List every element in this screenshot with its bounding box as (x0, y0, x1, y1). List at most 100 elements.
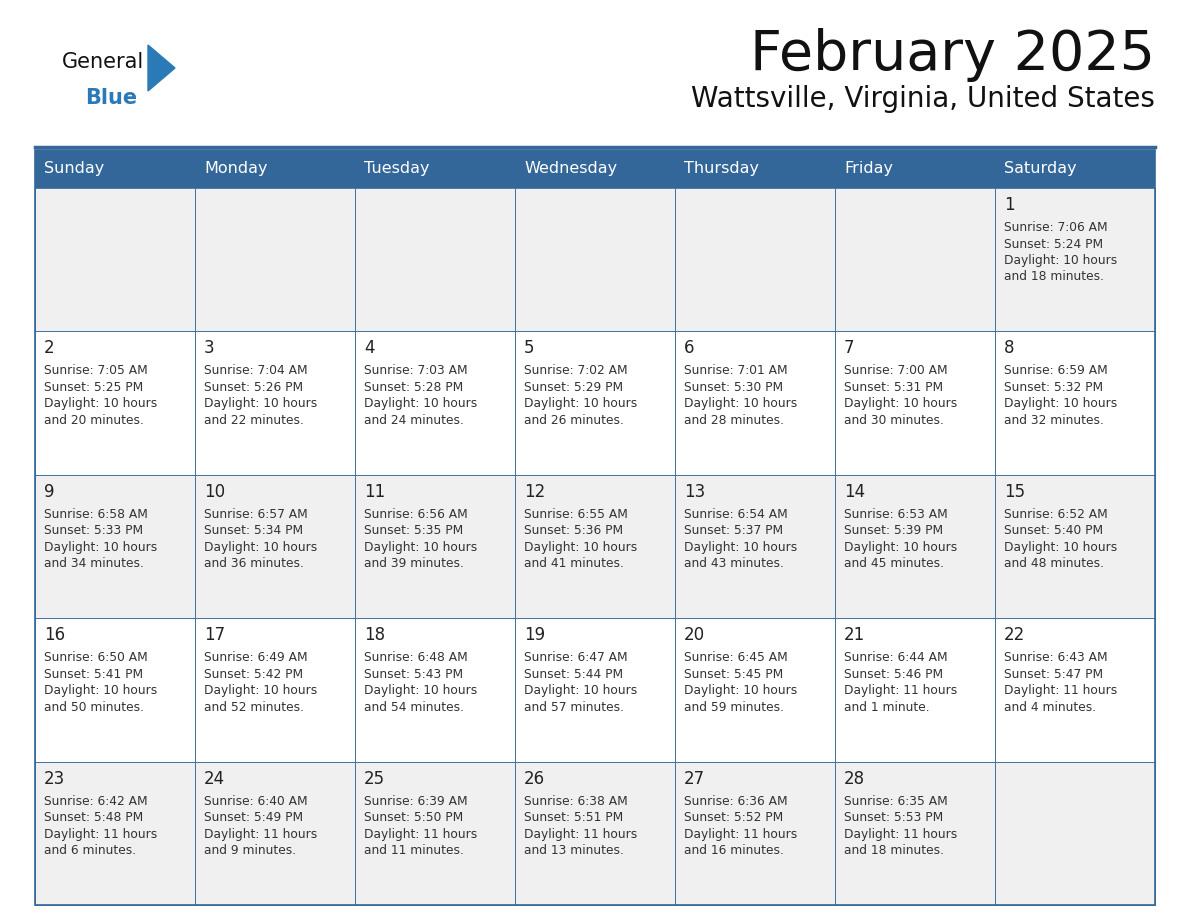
Text: and 24 minutes.: and 24 minutes. (364, 414, 463, 427)
Text: 9: 9 (44, 483, 55, 501)
Text: Sunrise: 7:02 AM: Sunrise: 7:02 AM (524, 364, 627, 377)
Text: Daylight: 11 hours: Daylight: 11 hours (364, 828, 478, 841)
Text: Sunrise: 7:04 AM: Sunrise: 7:04 AM (204, 364, 308, 377)
Text: 4: 4 (364, 340, 374, 357)
Bar (835, 188, 996, 331)
Text: 18: 18 (364, 626, 385, 644)
Bar (675, 188, 835, 331)
Text: and 59 minutes.: and 59 minutes. (684, 700, 784, 713)
Text: 21: 21 (843, 626, 865, 644)
Text: Sunset: 5:51 PM: Sunset: 5:51 PM (524, 812, 624, 824)
Text: Sunrise: 7:00 AM: Sunrise: 7:00 AM (843, 364, 948, 377)
Text: Sunrise: 6:36 AM: Sunrise: 6:36 AM (684, 795, 788, 808)
Text: Sunrise: 6:44 AM: Sunrise: 6:44 AM (843, 651, 948, 665)
Text: Tuesday: Tuesday (364, 162, 430, 176)
Bar (835, 475, 996, 618)
Text: Daylight: 10 hours: Daylight: 10 hours (44, 397, 157, 410)
Text: Saturday: Saturday (1004, 162, 1076, 176)
Bar (516, 618, 675, 762)
Text: Daylight: 10 hours: Daylight: 10 hours (1004, 541, 1117, 554)
Text: and 48 minutes.: and 48 minutes. (1004, 557, 1104, 570)
Text: Daylight: 10 hours: Daylight: 10 hours (843, 397, 958, 410)
Bar (996, 762, 1155, 905)
Text: and 34 minutes.: and 34 minutes. (44, 557, 144, 570)
Text: Sunrise: 6:43 AM: Sunrise: 6:43 AM (1004, 651, 1107, 665)
Text: and 41 minutes.: and 41 minutes. (524, 557, 624, 570)
Text: 13: 13 (684, 483, 706, 501)
Text: 28: 28 (843, 769, 865, 788)
Bar (34, 150, 1155, 905)
Text: and 43 minutes.: and 43 minutes. (684, 557, 784, 570)
Text: 3: 3 (204, 340, 215, 357)
Text: 11: 11 (364, 483, 385, 501)
Bar (195, 188, 355, 331)
Text: Daylight: 11 hours: Daylight: 11 hours (684, 828, 797, 841)
Bar (34, 188, 195, 331)
Text: 19: 19 (524, 626, 545, 644)
Text: Sunrise: 6:54 AM: Sunrise: 6:54 AM (684, 508, 788, 521)
Text: 26: 26 (524, 769, 545, 788)
Bar (34, 762, 195, 905)
Text: Sunset: 5:29 PM: Sunset: 5:29 PM (524, 381, 624, 394)
Bar (34, 150, 195, 188)
Bar (516, 475, 675, 618)
Bar (516, 188, 675, 331)
Text: Sunrise: 6:59 AM: Sunrise: 6:59 AM (1004, 364, 1107, 377)
Text: Sunset: 5:47 PM: Sunset: 5:47 PM (1004, 667, 1104, 681)
Text: Sunset: 5:32 PM: Sunset: 5:32 PM (1004, 381, 1104, 394)
Text: and 36 minutes.: and 36 minutes. (204, 557, 304, 570)
Text: Thursday: Thursday (684, 162, 759, 176)
Text: Sunrise: 6:38 AM: Sunrise: 6:38 AM (524, 795, 627, 808)
Text: Sunrise: 6:35 AM: Sunrise: 6:35 AM (843, 795, 948, 808)
Text: 25: 25 (364, 769, 385, 788)
Text: Sunset: 5:43 PM: Sunset: 5:43 PM (364, 667, 463, 681)
Text: Sunrise: 7:05 AM: Sunrise: 7:05 AM (44, 364, 147, 377)
Text: Sunset: 5:46 PM: Sunset: 5:46 PM (843, 667, 943, 681)
Text: 2: 2 (44, 340, 55, 357)
Text: and 26 minutes.: and 26 minutes. (524, 414, 624, 427)
Text: Daylight: 10 hours: Daylight: 10 hours (1004, 254, 1117, 267)
Bar (34, 475, 195, 618)
Text: Sunset: 5:31 PM: Sunset: 5:31 PM (843, 381, 943, 394)
Bar (34, 331, 195, 475)
Text: and 18 minutes.: and 18 minutes. (843, 844, 944, 857)
Text: Sunrise: 6:56 AM: Sunrise: 6:56 AM (364, 508, 468, 521)
Text: Sunset: 5:45 PM: Sunset: 5:45 PM (684, 667, 783, 681)
Text: Sunrise: 6:53 AM: Sunrise: 6:53 AM (843, 508, 948, 521)
Text: and 6 minutes.: and 6 minutes. (44, 844, 137, 857)
Text: Blue: Blue (86, 88, 137, 108)
Text: and 50 minutes.: and 50 minutes. (44, 700, 144, 713)
Text: Daylight: 10 hours: Daylight: 10 hours (524, 541, 637, 554)
Bar (195, 150, 355, 188)
Bar (355, 618, 516, 762)
Text: 10: 10 (204, 483, 225, 501)
Text: Monday: Monday (204, 162, 267, 176)
Bar (675, 475, 835, 618)
Text: Daylight: 10 hours: Daylight: 10 hours (204, 684, 317, 697)
Text: and 13 minutes.: and 13 minutes. (524, 844, 624, 857)
Text: Sunrise: 6:58 AM: Sunrise: 6:58 AM (44, 508, 147, 521)
Bar (675, 150, 835, 188)
Bar (996, 150, 1155, 188)
Text: Sunset: 5:35 PM: Sunset: 5:35 PM (364, 524, 463, 537)
Text: February 2025: February 2025 (750, 28, 1155, 82)
Text: Daylight: 10 hours: Daylight: 10 hours (204, 397, 317, 410)
Text: Sunrise: 6:49 AM: Sunrise: 6:49 AM (204, 651, 308, 665)
Bar (835, 150, 996, 188)
Text: and 9 minutes.: and 9 minutes. (204, 844, 296, 857)
Bar (355, 331, 516, 475)
Text: and 52 minutes.: and 52 minutes. (204, 700, 304, 713)
Text: Wattsville, Virginia, United States: Wattsville, Virginia, United States (691, 85, 1155, 113)
Bar (195, 618, 355, 762)
Text: Daylight: 10 hours: Daylight: 10 hours (1004, 397, 1117, 410)
Text: 1: 1 (1004, 196, 1015, 214)
Text: 16: 16 (44, 626, 65, 644)
Text: General: General (62, 52, 144, 72)
Bar (355, 475, 516, 618)
Bar (996, 475, 1155, 618)
Text: Sunrise: 6:39 AM: Sunrise: 6:39 AM (364, 795, 468, 808)
Text: Daylight: 11 hours: Daylight: 11 hours (204, 828, 317, 841)
Text: Sunrise: 6:50 AM: Sunrise: 6:50 AM (44, 651, 147, 665)
Polygon shape (148, 45, 175, 91)
Text: and 11 minutes.: and 11 minutes. (364, 844, 463, 857)
